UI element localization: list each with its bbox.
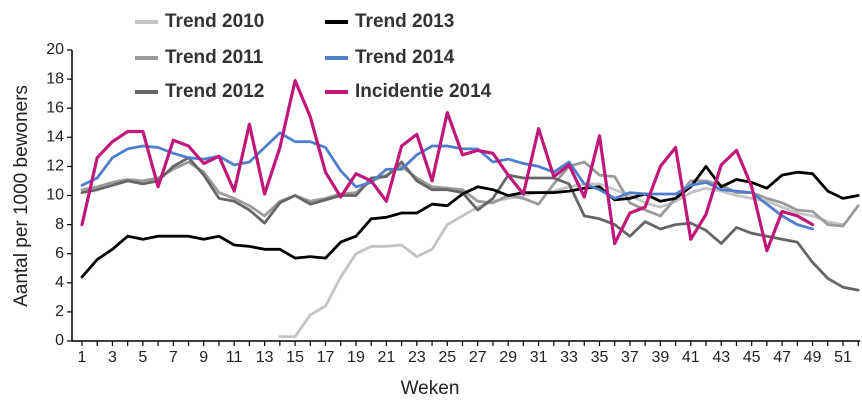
y-tick-label: 4 <box>55 274 64 291</box>
x-tick-label: 23 <box>408 349 426 366</box>
series-line <box>80 79 815 253</box>
y-tick-label: 16 <box>46 99 64 116</box>
x-tick-label: 25 <box>438 349 456 366</box>
series-line <box>80 131 814 231</box>
x-axis-title: Weken <box>401 378 460 399</box>
legend-label: Trend 2011 <box>165 47 264 68</box>
x-tick-label: 17 <box>317 349 335 366</box>
series-line <box>80 156 860 292</box>
x-tick-label: 35 <box>591 349 609 366</box>
legend-label: Trend 2010 <box>165 11 264 32</box>
x-tick-label: 5 <box>138 349 147 366</box>
legend-label: Trend 2012 <box>165 81 264 102</box>
y-tick-label: 12 <box>46 158 64 175</box>
x-tick-label: 1 <box>78 349 87 366</box>
y-tick-label: 20 <box>46 41 64 58</box>
x-tick-label: 31 <box>530 349 548 366</box>
x-tick-label: 39 <box>651 349 669 366</box>
legend-label: Incidentie 2014 <box>355 81 492 102</box>
x-tick-label: 7 <box>169 349 178 366</box>
y-tick-label: 10 <box>46 187 64 204</box>
y-tick-label: 0 <box>55 332 64 349</box>
x-tick-label: 43 <box>712 349 730 366</box>
y-tick-label: 2 <box>55 303 64 320</box>
x-tick-label: 9 <box>199 349 208 366</box>
x-tick-label: 15 <box>286 349 304 366</box>
x-tick-label: 11 <box>226 349 243 366</box>
series-line <box>278 182 845 338</box>
x-tick-label: 49 <box>804 349 822 366</box>
legend-label: Trend 2014 <box>355 47 455 68</box>
x-tick-label: 13 <box>256 349 274 366</box>
y-tick-label: 14 <box>46 129 64 146</box>
y-axis-title: Aantal per 1000 bewoners <box>11 85 32 307</box>
legend-label: Trend 2013 <box>355 11 454 32</box>
y-tick-label: 18 <box>46 70 64 87</box>
x-tick-label: 33 <box>560 349 578 366</box>
y-tick-label: 6 <box>55 245 64 262</box>
series-line <box>80 165 860 279</box>
x-tick-label: 27 <box>469 349 487 366</box>
x-tick-label: 45 <box>743 349 761 366</box>
x-tick-label: 29 <box>499 349 517 366</box>
series-line <box>80 160 860 228</box>
y-tick-label: 8 <box>55 216 64 233</box>
x-tick-label: 47 <box>773 349 791 366</box>
x-tick-label: 41 <box>682 349 700 366</box>
x-tick-label: 51 <box>834 349 852 366</box>
x-tick-label: 21 <box>378 349 396 366</box>
x-tick-label: 3 <box>108 349 117 366</box>
x-tick-label: 37 <box>621 349 639 366</box>
x-tick-label: 19 <box>347 349 365 366</box>
